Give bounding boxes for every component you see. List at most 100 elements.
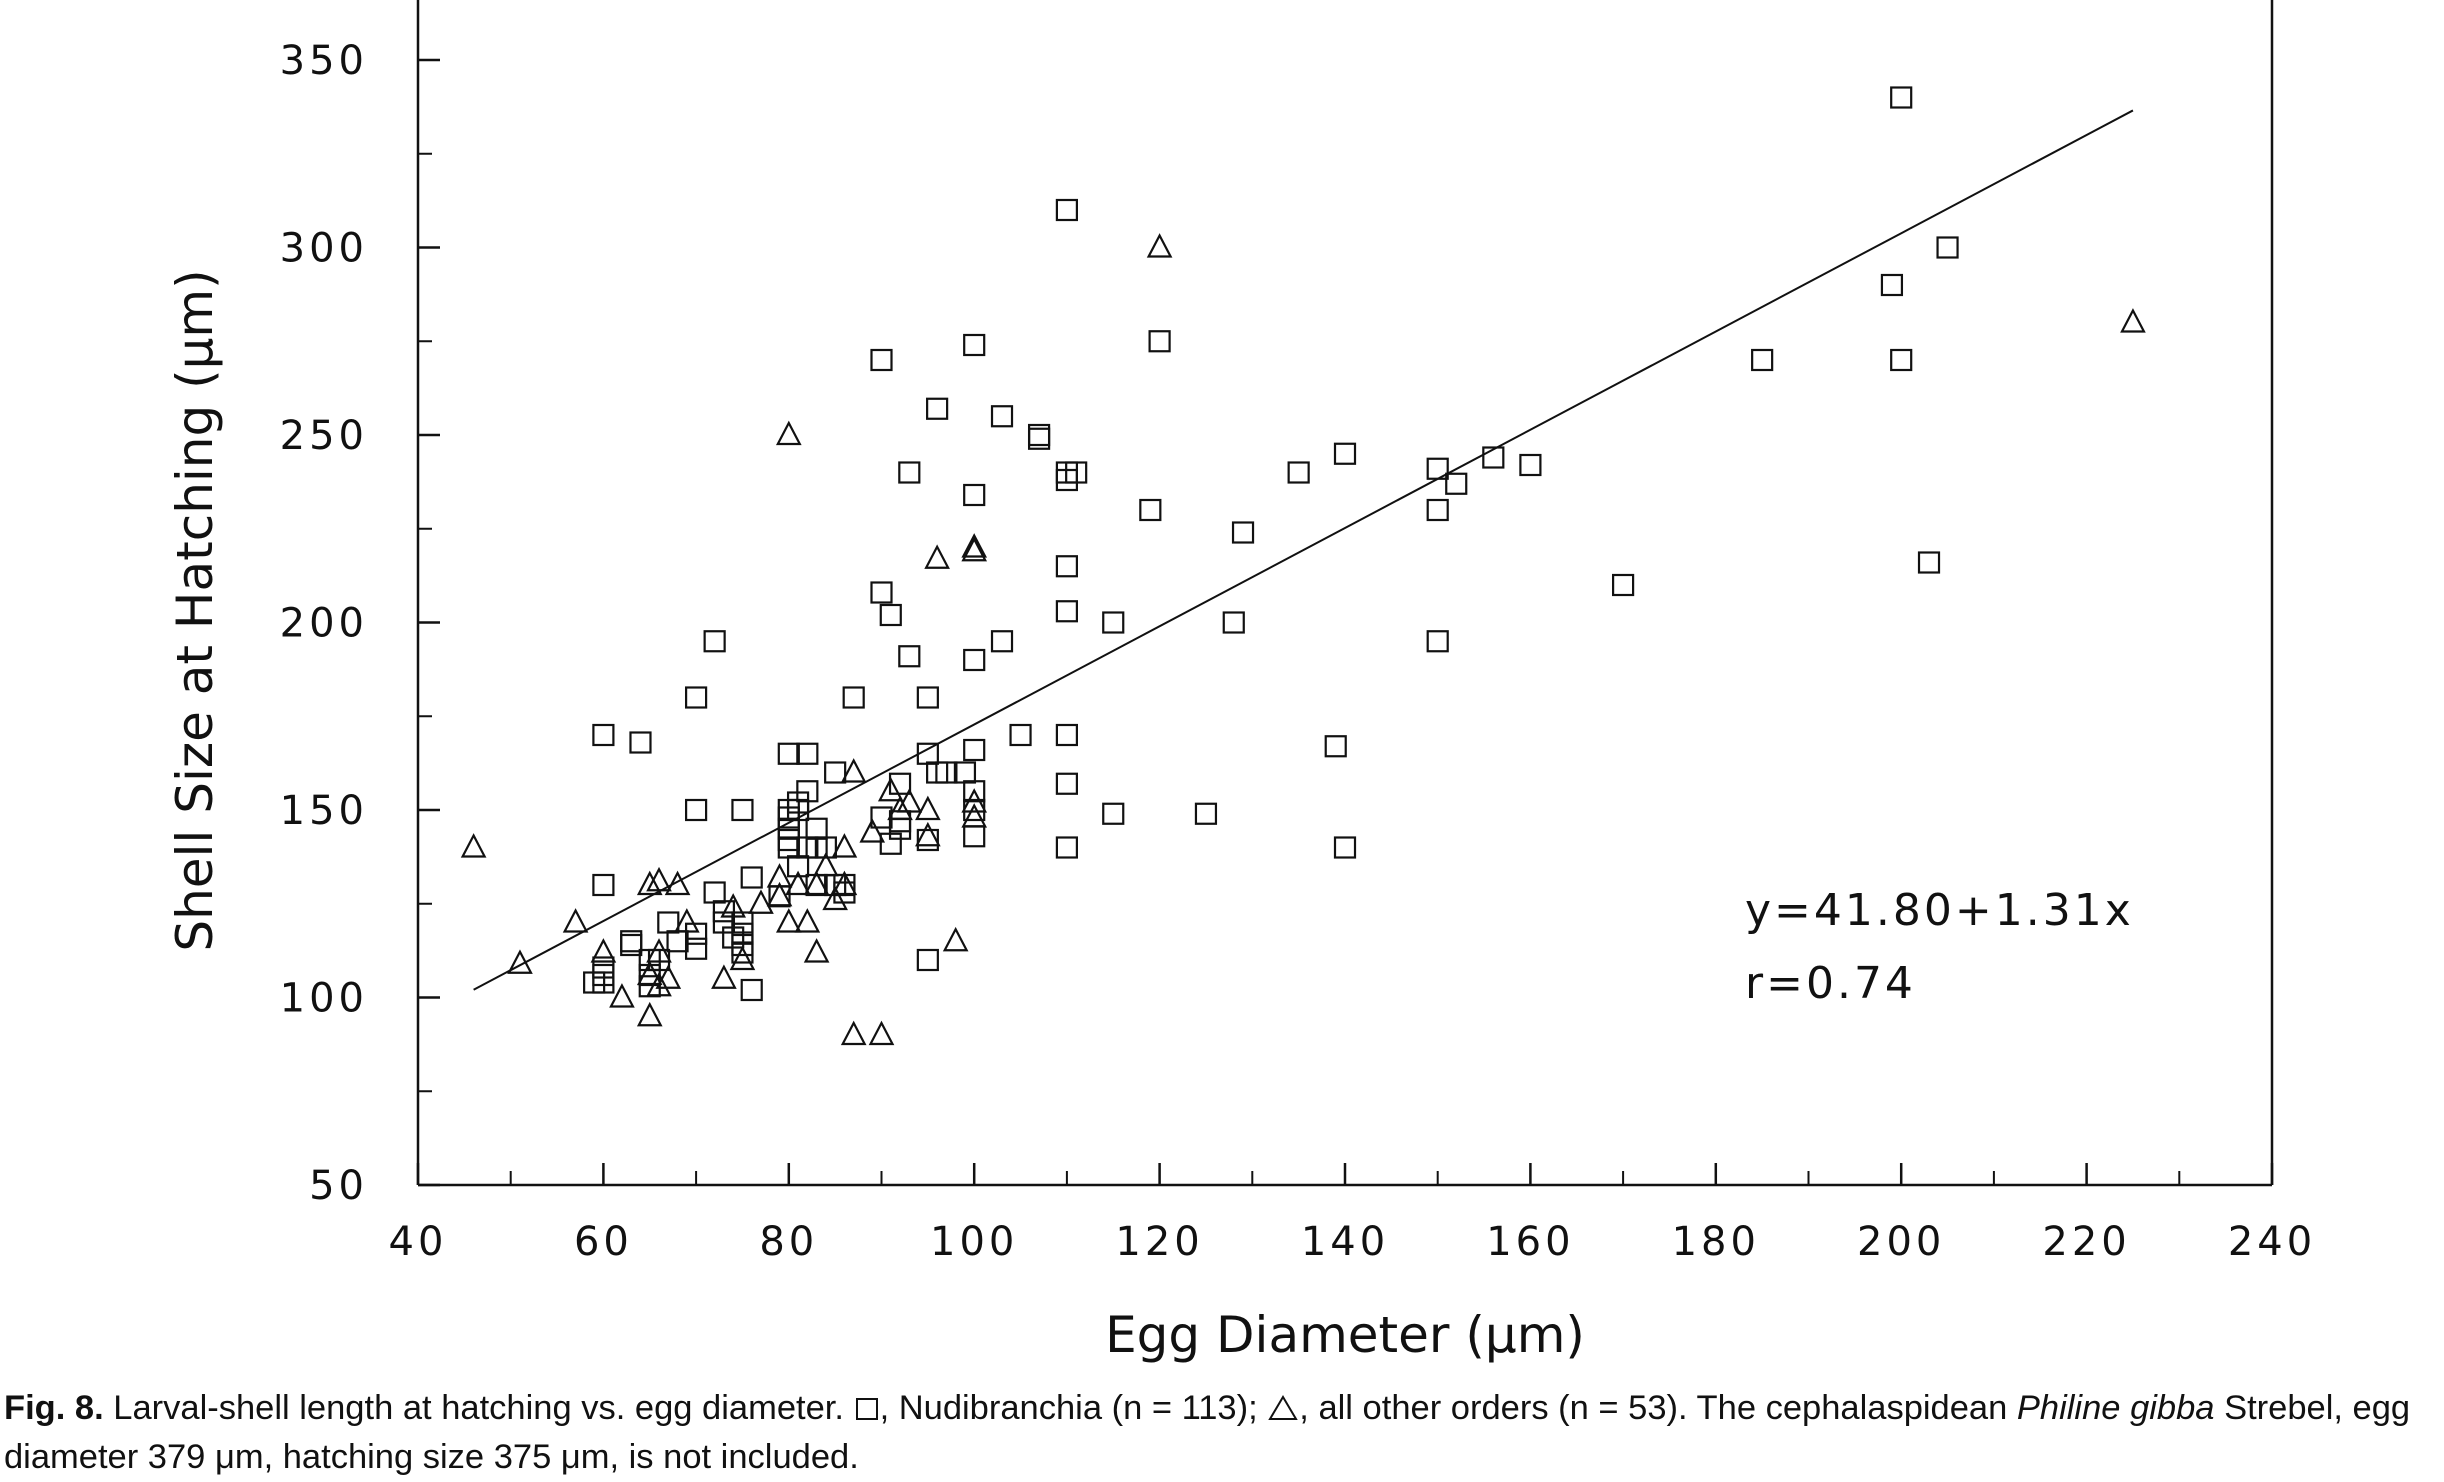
nudibranchia-point-15: [684, 937, 708, 960]
scatter-chart: 40 60 80 100 120 140 160 180 200 220 240 50 100 150 20…: [166, 0, 2316, 1364]
figure-label: Fig. 8.: [4, 1389, 104, 1427]
nudibranchia-point-98: [1231, 521, 1255, 544]
other-orders-point-30: [840, 1020, 867, 1046]
figure-caption: Fig. 8. Larval-shell length at hatching …: [4, 1384, 2436, 1482]
other-orders-point-42: [961, 788, 988, 813]
other-orders-point-16: [729, 945, 756, 971]
nudibranchia-point-20: [703, 630, 726, 653]
nudibranchia-point-103: [1426, 630, 1449, 653]
nudibranchia-point-8: [629, 731, 652, 754]
nudibranchia-point-106: [1445, 472, 1468, 495]
other-orders-point-43: [961, 536, 988, 562]
nudibranchia-point-64: [916, 828, 939, 852]
nudibranchia-point-94: [1139, 498, 1162, 522]
nudibranchia-point-32: [777, 836, 800, 859]
nudibranchia-point-47: [814, 836, 837, 859]
caption-text-3: , all other orders (n = 53). The cephala…: [1299, 1389, 2008, 1427]
chart-canvas: 40 60 80 100 120 140 160 180 200 220 240 50 100 150 20…: [166, 0, 2316, 1364]
other-orders-point-11: [655, 964, 682, 989]
nudibranchia-point-79: [990, 405, 1014, 428]
other-orders-point-14: [711, 964, 737, 989]
nudibranchia-point-113: [1890, 348, 1913, 372]
x-tick-label-140: 140: [1301, 1219, 1389, 1265]
nudibranchia-point-13: [657, 911, 680, 934]
nudibranchia-point-83: [1055, 836, 1079, 859]
species-genus: Philine: [2016, 1389, 2121, 1427]
x-tick-label-160: 160: [1486, 1219, 1574, 1265]
square-legend-icon: [855, 1398, 878, 1420]
nudibranchia-point-82: [1027, 423, 1051, 447]
other-orders-point-6: [636, 960, 663, 986]
nudibranchia-point-100: [1324, 735, 1347, 758]
other-orders-point-19: [766, 881, 793, 907]
nudibranchia-point-95: [1148, 330, 1171, 353]
nudibranchia-point-76: [963, 483, 986, 507]
nudibranchia-point-66: [916, 686, 939, 709]
y-tick-label-150: 150: [280, 788, 368, 834]
nudibranchia-point-29: [740, 978, 763, 1002]
nudibranchia-point-62: [898, 461, 921, 484]
correlation-coefficient: r=0.74: [1745, 958, 1916, 1009]
nudibranchia-point-99: [1287, 461, 1310, 484]
other-orders-point-27: [822, 885, 848, 911]
nudibranchia-point-53: [870, 806, 893, 829]
x-tick-label-220: 220: [2042, 1219, 2130, 1265]
nudibranchia-point-70: [953, 761, 977, 784]
nudibranchia-point-3: [583, 971, 606, 994]
y-tick-label-100: 100: [280, 976, 368, 1022]
x-tick-label-100: 100: [930, 1219, 1018, 1265]
chart-svg: 40 60 80 100 120 140 160 180 200 220 240 50 100 150 20…: [166, 0, 2316, 1364]
nudibranchia-point-17: [684, 798, 708, 822]
other-orders-point-29: [831, 833, 858, 858]
other-orders-point-13: [674, 908, 700, 933]
nudibranchia-point-30: [740, 866, 763, 889]
x-tick-label-80: 80: [759, 1219, 818, 1265]
nudibranchia-point-80: [1009, 723, 1032, 747]
other-orders-point-25: [803, 870, 830, 896]
x-tick-label-240: 240: [2228, 1219, 2316, 1265]
other-orders-point-21: [775, 420, 802, 446]
other-orders-point-34: [877, 776, 904, 802]
nudibranchia-point-107: [1482, 446, 1505, 469]
nudibranchia-point-77: [963, 333, 986, 357]
nudibranchia-point-55: [870, 348, 893, 372]
nudibranchia-point-42: [796, 780, 819, 803]
nudibranchia-point-105: [1426, 457, 1449, 480]
other-orders-point-22: [785, 870, 811, 896]
other-orders-point-39: [924, 544, 950, 569]
other-orders-point-10: [646, 866, 672, 892]
other-orders-point-33: [868, 1020, 895, 1046]
other-orders-point-12: [664, 870, 691, 896]
nudibranchia-point-111: [1751, 348, 1774, 372]
other-orders-point-44: [961, 533, 988, 558]
nudibranchia-point-57: [879, 603, 902, 627]
nudibranchia-point-92: [1102, 802, 1125, 825]
nudibranchia-point-73: [963, 780, 986, 803]
nudibranchia-point-87: [1055, 555, 1079, 578]
other-orders-point-38: [915, 795, 941, 821]
y-axis-title: Shell Size at Hatching (µm): [166, 269, 224, 951]
other-orders-point-4: [609, 983, 635, 1008]
other-orders-point-1: [507, 949, 533, 974]
y-tick-label-350: 350: [280, 38, 368, 84]
other-orders-point-47: [2120, 308, 2146, 333]
nudibranchia-point-5: [592, 723, 615, 747]
nudibranchia-point-7: [620, 933, 643, 957]
nudibranchia-point-68: [926, 397, 949, 420]
nudibranchia-point-75: [963, 648, 986, 672]
nudibranchia-point-22: [712, 900, 736, 923]
nudibranchia-point-46: [805, 817, 828, 840]
nudibranchia-point-97: [1222, 611, 1245, 634]
other-orders-point-17: [748, 889, 774, 914]
nudibranchia-point-86: [1055, 600, 1079, 623]
nudibranchia-point-52: [842, 686, 865, 709]
nudibranchia-point-59: [888, 810, 912, 833]
x-tick-label-200: 200: [1857, 1219, 1945, 1265]
x-tick-label-180: 180: [1672, 1219, 1760, 1265]
nudibranchia-point-18: [684, 686, 708, 709]
nudibranchia-point-16: [684, 922, 708, 945]
other-orders-point-0: [460, 833, 487, 858]
nudibranchia-point-84: [1055, 772, 1079, 795]
nudibranchia-point-90: [1055, 198, 1079, 222]
x-tick-label-40: 40: [389, 1219, 448, 1265]
